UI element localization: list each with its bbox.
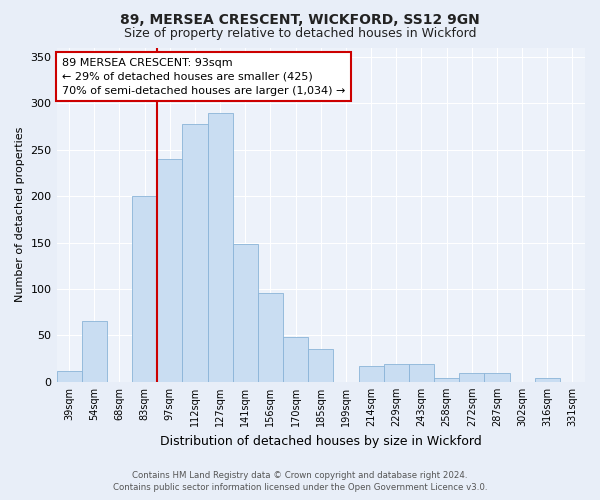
Bar [434,378,459,382]
Bar [484,374,509,382]
Bar [283,337,308,382]
Y-axis label: Number of detached properties: Number of detached properties [15,127,25,302]
Text: Contains HM Land Registry data © Crown copyright and database right 2024.
Contai: Contains HM Land Registry data © Crown c… [113,471,487,492]
Bar [409,364,434,382]
X-axis label: Distribution of detached houses by size in Wickford: Distribution of detached houses by size … [160,434,482,448]
Bar [82,322,107,382]
Text: Size of property relative to detached houses in Wickford: Size of property relative to detached ho… [124,28,476,40]
Bar [535,378,560,382]
Bar [157,159,182,382]
Bar [459,374,484,382]
Bar [383,364,409,382]
Bar [56,370,82,382]
Bar [359,366,383,382]
Bar [182,124,208,382]
Bar [233,244,258,382]
Bar [208,112,233,382]
Text: 89, MERSEA CRESCENT, WICKFORD, SS12 9GN: 89, MERSEA CRESCENT, WICKFORD, SS12 9GN [120,12,480,26]
Bar [132,196,157,382]
Text: 89 MERSEA CRESCENT: 93sqm
← 29% of detached houses are smaller (425)
70% of semi: 89 MERSEA CRESCENT: 93sqm ← 29% of detac… [62,58,345,96]
Bar [258,292,283,382]
Bar [308,350,334,382]
